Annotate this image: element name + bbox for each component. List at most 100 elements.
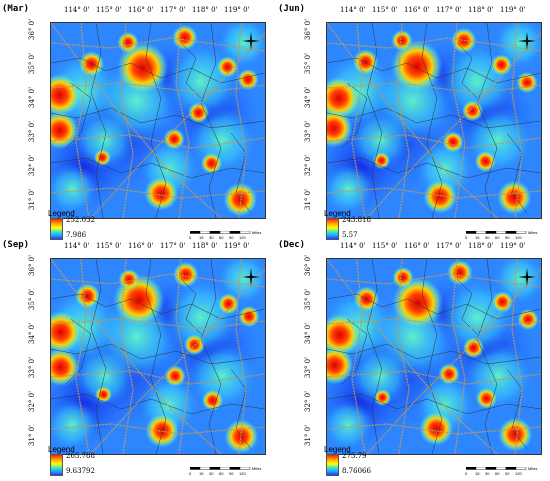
scale-units: Miles [252, 466, 262, 471]
legend-min-value: 8.76066 [342, 467, 371, 475]
longitude-label: 114° 0' [64, 6, 90, 14]
legend-title: Legend [48, 445, 75, 454]
scale-bar [466, 467, 527, 470]
longitude-label: 118° 0' [468, 242, 494, 250]
heatmap [326, 258, 542, 455]
latitude-label: 36° 0' [28, 18, 36, 40]
legend-title: Legend [324, 209, 351, 218]
longitude-label: 117° 0' [436, 242, 462, 250]
latitude-label: 33° 0' [304, 356, 312, 378]
longitude-label: 117° 0' [160, 6, 186, 14]
legend-min-value: 5.57 [342, 231, 358, 239]
longitude-label: 116° 0' [404, 242, 430, 250]
panel-label: (Mar) [2, 4, 30, 14]
longitude-label: 119° 0' [224, 6, 250, 14]
legend-max-value: 275.79 [342, 452, 367, 460]
panel-label: (Sep) [2, 240, 30, 250]
longitude-label: 115° 0' [372, 6, 398, 14]
scale-tick: 90 [505, 235, 510, 240]
longitude-label: 117° 0' [436, 6, 462, 14]
latitude-label: 33° 0' [28, 120, 36, 142]
legend-min-value: 9.63792 [66, 467, 95, 475]
scale-tick: 0 [465, 235, 468, 240]
scale-tick: 90 [229, 471, 234, 476]
latitude-label: 32° 0' [304, 390, 312, 412]
longitude-label: 114° 0' [64, 242, 90, 250]
scale-tick: 0 [465, 471, 468, 476]
legend-title: Legend [48, 209, 75, 218]
legend-max-value: 243.818 [342, 216, 371, 224]
longitude-label: 116° 0' [128, 6, 154, 14]
scale-tick: 0 [189, 471, 192, 476]
latitude-label: 36° 0' [28, 254, 36, 276]
scale-tick: 15 [199, 471, 204, 476]
latitude-label: 35° 0' [28, 288, 36, 310]
north-arrow-icon [242, 32, 260, 54]
legend-max-value: 252.032 [66, 216, 95, 224]
longitude-label: 119° 0' [224, 242, 250, 250]
scale-units: Miles [528, 466, 538, 471]
longitude-label: 118° 0' [192, 242, 218, 250]
latitude-label: 36° 0' [304, 18, 312, 40]
legend-min-value: 7.986 [66, 231, 87, 239]
legend-max-value: 265.788 [66, 452, 95, 460]
latitude-label: 35° 0' [304, 52, 312, 74]
heatmap [50, 258, 266, 455]
panel-label: (Jun) [278, 4, 306, 14]
latitude-label: 31° 0' [304, 424, 312, 446]
north-arrow-icon [242, 268, 260, 290]
latitude-label: 35° 0' [304, 288, 312, 310]
latitude-label: 31° 0' [28, 188, 36, 210]
longitude-label: 116° 0' [128, 242, 154, 250]
scale-bar [190, 231, 251, 234]
scale-tick: 0 [189, 235, 192, 240]
scale-tick: 15 [475, 471, 480, 476]
north-arrow-icon [518, 32, 536, 54]
legend-color-ramp [50, 218, 63, 240]
scale-tick: 30 [485, 471, 490, 476]
heatmap [326, 22, 542, 219]
scale-tick: 90 [229, 235, 234, 240]
legend-title: Legend [324, 445, 351, 454]
scale-tick: 120 [515, 235, 522, 240]
legend-color-ramp [326, 218, 339, 240]
latitude-label: 34° 0' [304, 322, 312, 344]
scale-tick: 120 [239, 235, 246, 240]
longitude-label: 117° 0' [160, 242, 186, 250]
scale-tick: 60 [219, 235, 224, 240]
scale-units: Miles [252, 230, 262, 235]
scale-tick: 60 [219, 471, 224, 476]
latitude-label: 31° 0' [304, 188, 312, 210]
scale-tick: 90 [505, 471, 510, 476]
scale-tick: 120 [239, 471, 246, 476]
longitude-label: 114° 0' [340, 6, 366, 14]
longitude-label: 118° 0' [468, 6, 494, 14]
longitude-label: 114° 0' [340, 242, 366, 250]
latitude-label: 31° 0' [28, 424, 36, 446]
longitude-label: 115° 0' [372, 242, 398, 250]
latitude-label: 32° 0' [304, 154, 312, 176]
scale-tick: 60 [495, 235, 500, 240]
scale-units: Miles [528, 230, 538, 235]
north-arrow-icon [518, 268, 536, 290]
scale-tick: 120 [515, 471, 522, 476]
longitude-label: 119° 0' [500, 6, 526, 14]
latitude-label: 33° 0' [28, 356, 36, 378]
scale-tick: 30 [485, 235, 490, 240]
heatmap [50, 22, 266, 219]
scale-bar [190, 467, 251, 470]
latitude-label: 32° 0' [28, 154, 36, 176]
latitude-label: 32° 0' [28, 390, 36, 412]
latitude-label: 33° 0' [304, 120, 312, 142]
scale-tick: 60 [495, 471, 500, 476]
longitude-label: 115° 0' [96, 242, 122, 250]
scale-tick: 15 [199, 235, 204, 240]
longitude-label: 119° 0' [500, 242, 526, 250]
scale-tick: 15 [475, 235, 480, 240]
longitude-label: 116° 0' [404, 6, 430, 14]
latitude-label: 35° 0' [28, 52, 36, 74]
scale-tick: 30 [209, 471, 214, 476]
latitude-label: 36° 0' [304, 254, 312, 276]
scale-tick: 30 [209, 235, 214, 240]
latitude-label: 34° 0' [28, 86, 36, 108]
